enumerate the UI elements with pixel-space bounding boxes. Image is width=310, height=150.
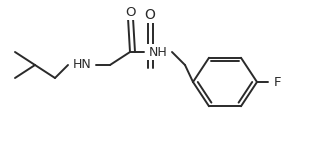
Text: O: O: [144, 8, 155, 22]
Text: O: O: [126, 6, 136, 18]
Text: NH: NH: [148, 45, 167, 58]
Text: F: F: [274, 75, 281, 88]
Text: HN: HN: [73, 58, 91, 72]
